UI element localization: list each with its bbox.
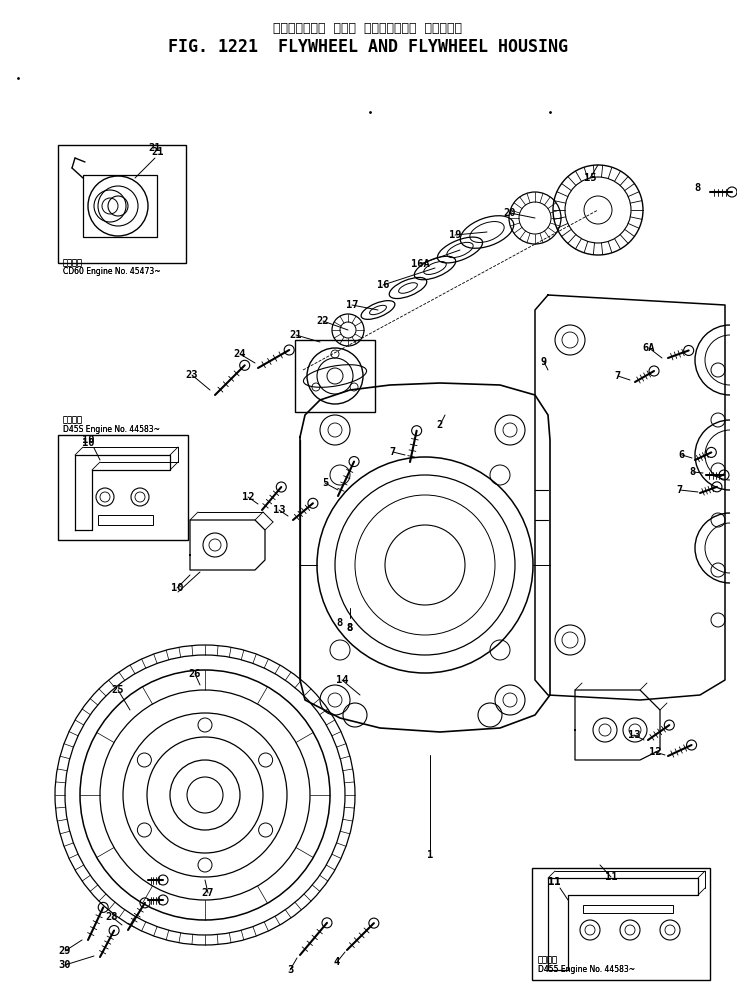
Text: 11: 11 <box>548 877 560 887</box>
Text: 21: 21 <box>152 147 164 157</box>
Bar <box>98 515 153 525</box>
Text: 適用号範: 適用号範 <box>63 258 83 267</box>
Text: 適用号範: 適用号範 <box>538 955 558 964</box>
Text: 17: 17 <box>346 300 358 310</box>
Text: フライホイール  および  フライホイール  ハウジング: フライホイール および フライホイール ハウジング <box>273 22 463 35</box>
Text: 3: 3 <box>287 965 293 975</box>
Text: 23: 23 <box>186 370 198 380</box>
Text: D455 Engine No. 44583~: D455 Engine No. 44583~ <box>538 964 635 973</box>
Text: 4: 4 <box>334 957 340 967</box>
Text: 6A: 6A <box>643 343 655 353</box>
Bar <box>58 435 188 540</box>
Text: 22: 22 <box>317 316 329 326</box>
Bar <box>295 340 375 412</box>
Text: 21: 21 <box>290 330 302 340</box>
Text: 8: 8 <box>347 623 353 633</box>
Text: 2: 2 <box>437 420 443 430</box>
Text: 適用号範: 適用号範 <box>63 258 83 267</box>
Text: 11: 11 <box>548 877 560 887</box>
Text: 10: 10 <box>171 583 184 593</box>
Text: 適用号範: 適用号範 <box>63 415 83 424</box>
Text: 5: 5 <box>322 478 328 488</box>
Text: 26: 26 <box>189 669 201 679</box>
Text: 12: 12 <box>649 747 661 757</box>
Text: 30: 30 <box>59 960 71 970</box>
Text: 7: 7 <box>677 485 683 495</box>
Text: 14: 14 <box>336 675 349 685</box>
Text: 7: 7 <box>390 447 396 457</box>
Text: 13: 13 <box>273 505 285 515</box>
Text: 16A: 16A <box>411 259 430 269</box>
Text: 8: 8 <box>690 467 696 477</box>
Text: D45S Engine No. 44583~: D45S Engine No. 44583~ <box>63 424 160 434</box>
Text: 1: 1 <box>427 850 433 860</box>
Text: 適用号範: 適用号範 <box>538 955 558 964</box>
Text: 8: 8 <box>695 183 701 193</box>
Text: 10: 10 <box>82 435 94 445</box>
Text: 21: 21 <box>149 143 161 153</box>
Text: 7: 7 <box>615 371 621 381</box>
Text: 20: 20 <box>504 208 516 218</box>
Bar <box>83 175 157 237</box>
Text: 6: 6 <box>679 450 685 460</box>
Text: 11: 11 <box>605 872 618 882</box>
Text: 27: 27 <box>202 888 214 898</box>
Text: D45S Engine No. 44583~: D45S Engine No. 44583~ <box>63 424 160 434</box>
Text: 13: 13 <box>628 730 640 740</box>
Text: 8: 8 <box>347 623 353 633</box>
Text: 9: 9 <box>541 357 547 367</box>
Text: 24: 24 <box>234 349 246 359</box>
Bar <box>532 868 710 980</box>
Text: D455 Engine No. 44583~: D455 Engine No. 44583~ <box>538 964 635 973</box>
Bar <box>58 145 186 263</box>
Text: 16: 16 <box>377 280 389 290</box>
Text: 25: 25 <box>112 685 125 695</box>
Text: 適用号範: 適用号範 <box>63 415 83 424</box>
Text: 10: 10 <box>82 438 94 448</box>
Text: 15: 15 <box>584 173 596 183</box>
Text: 19: 19 <box>449 230 461 240</box>
Text: CD60 Engine No. 45473~: CD60 Engine No. 45473~ <box>63 267 161 276</box>
Bar <box>583 905 673 913</box>
Text: 12: 12 <box>242 492 254 502</box>
Text: 29: 29 <box>59 946 71 956</box>
Text: CD60 Engine No. 45473~: CD60 Engine No. 45473~ <box>63 267 161 276</box>
Text: 28: 28 <box>105 912 118 922</box>
Text: 8: 8 <box>337 618 343 628</box>
Text: FIG. 1221  FLYWHEEL AND FLYWHEEL HOUSING: FIG. 1221 FLYWHEEL AND FLYWHEEL HOUSING <box>168 38 568 56</box>
